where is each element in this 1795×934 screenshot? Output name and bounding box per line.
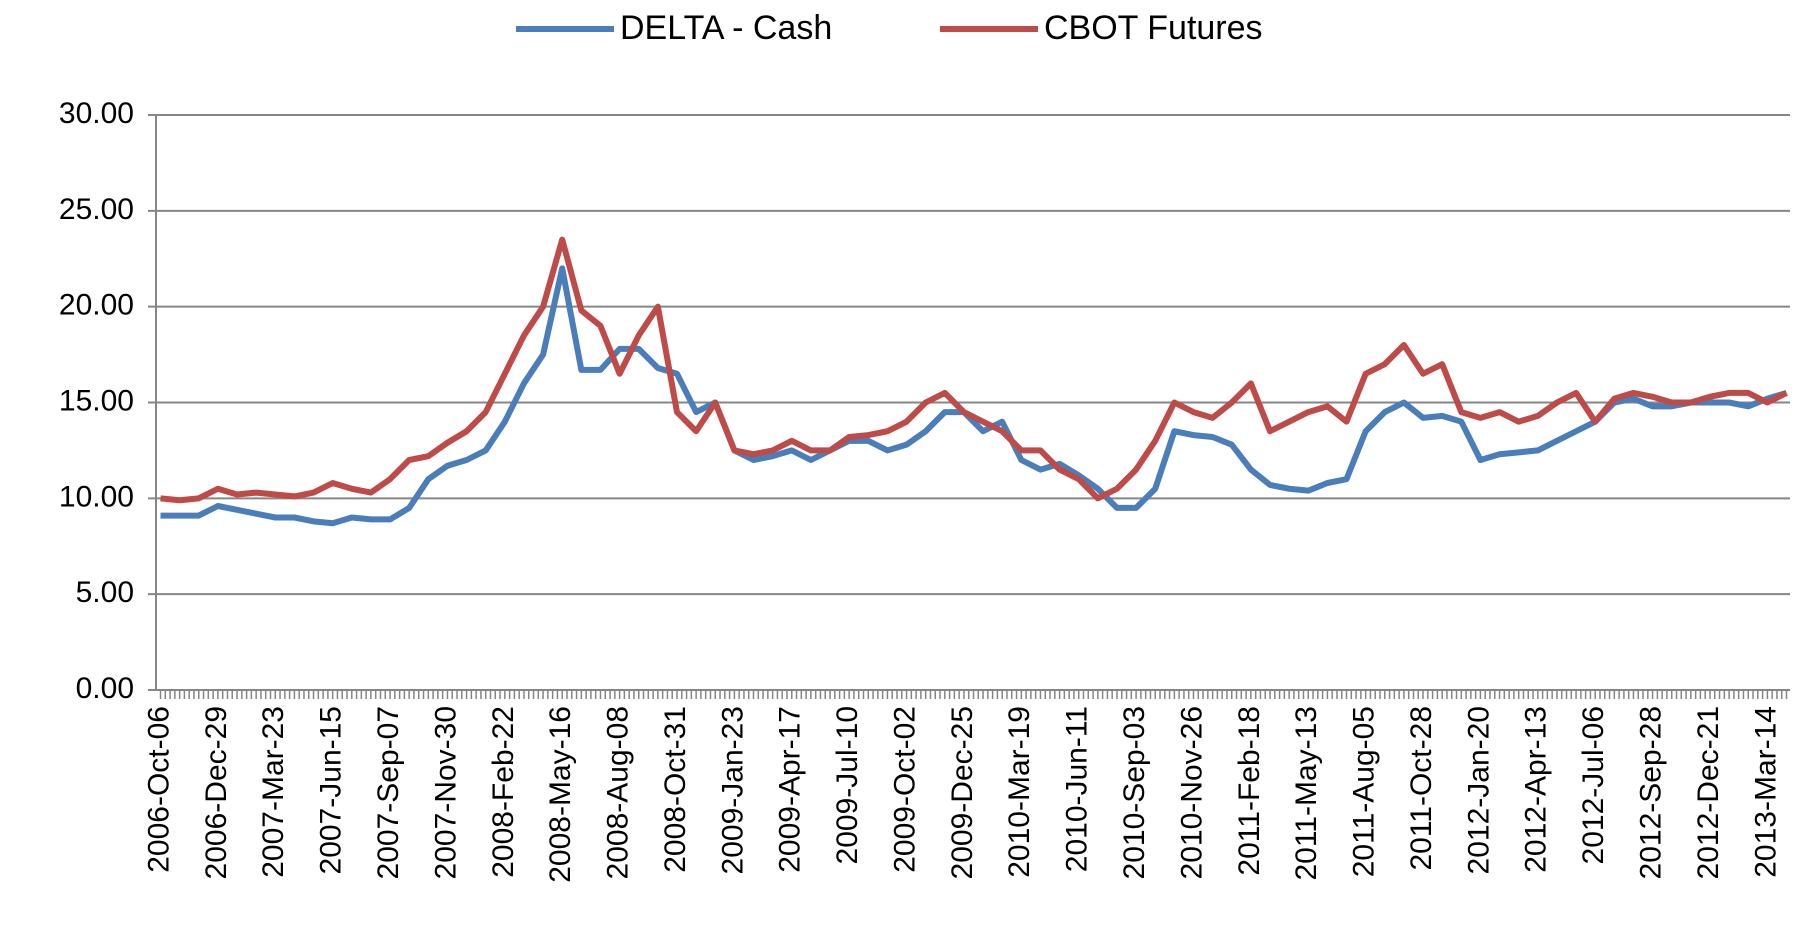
x-tick-label: 2011-Oct-28 — [1405, 706, 1438, 871]
x-tick-label: 2012-Apr-13 — [1520, 706, 1553, 873]
series-line — [160, 236, 1788, 504]
x-tick-label: 2011-May-13 — [1290, 706, 1323, 881]
x-tick-label: 2009-Apr-17 — [774, 706, 807, 873]
x-tick-label: 2012-Jul-06 — [1577, 706, 1610, 864]
series-line — [160, 265, 1788, 527]
x-tick-label: 2013-Mar-14 — [1749, 706, 1782, 878]
x-tick-label: 2007-Nov-30 — [429, 706, 462, 879]
x-tick-label: 2010-Jun-11 — [1061, 706, 1094, 872]
x-tick-label: 2010-Sep-03 — [1118, 706, 1151, 879]
legend: DELTA - Cash CBOT Futures — [516, 9, 1263, 47]
y-tick-label: 0.00 — [76, 672, 134, 705]
x-tick-label: 2009-Dec-25 — [946, 706, 979, 879]
x-tick-label: 2009-Oct-02 — [888, 706, 921, 873]
x-tick-label: 2012-Sep-28 — [1635, 706, 1668, 879]
x-tick-label: 2009-Jul-10 — [831, 706, 864, 864]
x-tick-label: 2008-Aug-08 — [602, 706, 635, 879]
y-tick-label: 30.00 — [59, 97, 134, 130]
x-tick-label: 2008-Oct-31 — [659, 706, 692, 873]
y-tick-label: 20.00 — [59, 289, 134, 322]
x-tick-label: 2010-Nov-26 — [1175, 706, 1208, 879]
legend-label: DELTA - Cash — [620, 9, 832, 47]
x-tick-label: 2012-Jan-20 — [1462, 706, 1495, 874]
x-tick-label: 2011-Aug-05 — [1348, 706, 1381, 877]
y-tick-label: 15.00 — [59, 384, 134, 417]
x-tick-label: 2008-May-16 — [544, 706, 577, 883]
x-tick-label: 2007-Jun-15 — [315, 706, 348, 874]
x-tick-label: 2008-Feb-22 — [487, 706, 520, 878]
x-tick-label: 2011-Feb-18 — [1233, 706, 1266, 876]
x-tick-label: 2012-Dec-21 — [1692, 706, 1725, 879]
x-tick-label: 2007-Sep-07 — [372, 706, 405, 879]
y-tick-label: 10.00 — [59, 480, 134, 513]
y-tick-label: 25.00 — [59, 193, 134, 226]
x-tick-label: 2006-Oct-06 — [142, 706, 175, 873]
x-tick-label: 2007-Mar-23 — [257, 706, 290, 878]
legend-label: CBOT Futures — [1044, 9, 1263, 47]
y-tick-label: 5.00 — [76, 576, 134, 609]
x-tick-label: 2006-Dec-29 — [200, 706, 233, 879]
x-tick-label: 2010-Mar-19 — [1003, 706, 1036, 878]
x-tick-label: 2009-Jan-23 — [716, 706, 749, 874]
